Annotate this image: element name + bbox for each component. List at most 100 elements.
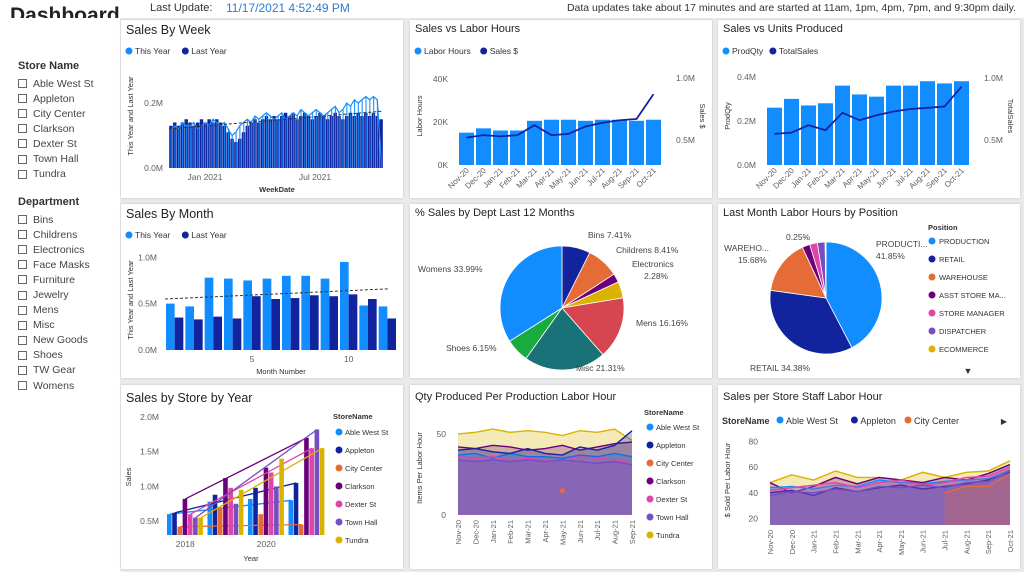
x-tick-label: Sep-21 — [628, 520, 637, 544]
this-year-bar — [258, 119, 260, 168]
this-year-bar — [331, 109, 333, 168]
legend-bar-label: ProdQty — [732, 46, 764, 56]
department-slicer-list: Bins Childrens Electronics Face Masks Furnit… — [18, 212, 90, 393]
department-slicer-item[interactable]: TW Gear — [18, 363, 90, 378]
store-legend-marker — [646, 477, 654, 485]
store-year-bar — [177, 526, 183, 535]
sales-per-staff-card[interactable]: Sales per Store Staff Labor Hour 20 40 60 8… — [718, 385, 1020, 569]
department-slicer-item[interactable]: Misc — [18, 318, 90, 333]
sales-by-week-title: Sales By Week — [126, 23, 211, 37]
this-year-bar — [304, 112, 306, 168]
bar — [459, 132, 474, 165]
checkbox-icon[interactable] — [18, 260, 27, 270]
checkbox-icon[interactable] — [18, 94, 27, 104]
checkbox-icon[interactable] — [18, 365, 27, 375]
this-year-bar — [185, 125, 187, 168]
store-legend-marker — [335, 536, 343, 544]
checkbox-icon[interactable] — [18, 169, 27, 179]
store-slicer-item[interactable]: Town Hall — [18, 151, 94, 166]
store-legend-marker — [646, 531, 654, 539]
y-right-axis-title: Sales $ — [698, 103, 707, 129]
sales-vs-units-card[interactable]: Sales vs Units Produced ProdQty TotalSale… — [718, 20, 1020, 198]
sales-vs-labor-card[interactable]: Sales vs Labor Hours Labor Hours Sales $0… — [410, 20, 712, 198]
store-year-bar — [253, 487, 258, 535]
department-slicer-item[interactable]: Womens — [18, 378, 90, 393]
warehouse-data-label: WAREHO... — [724, 243, 769, 253]
sales-vs-units-title: Sales vs Units Produced — [723, 23, 843, 35]
department-slicer-item[interactable]: Shoes — [18, 348, 90, 363]
sales-by-month-card[interactable]: Sales By Month This Year Last Year 0.0M 0.5… — [121, 204, 403, 378]
checkbox-icon[interactable] — [18, 320, 27, 330]
y-tick-label: 0.0M — [144, 163, 163, 173]
department-slicer-item[interactable]: Electronics — [18, 242, 90, 257]
department-slicer-item[interactable]: New Goods — [18, 333, 90, 348]
checkbox-icon[interactable] — [18, 305, 27, 315]
sales-by-week-chart: This Year Last Year 0.0M 0.2M This Year and … — [125, 46, 384, 194]
store-slicer-item[interactable]: Dexter St — [18, 136, 94, 151]
store-legend-marker — [335, 500, 343, 508]
qty-per-labor-title: Qty Produced Per Production Labor Hour — [415, 391, 617, 403]
checkbox-icon[interactable] — [18, 109, 27, 119]
store-legend-label: Tundra — [656, 531, 680, 540]
qty-per-labor-card[interactable]: Qty Produced Per Production Labor Hour 0… — [410, 385, 712, 569]
labor-by-position-card[interactable]: Last Month Labor Hours by Position PRODU… — [718, 204, 1020, 378]
department-slicer-item[interactable]: Bins — [18, 212, 90, 227]
checkbox-icon[interactable] — [18, 230, 27, 240]
store-slicer-item-label: Clarkson — [33, 122, 75, 135]
this-year-bar — [181, 122, 184, 168]
checkbox-icon[interactable] — [18, 245, 27, 255]
sales-by-week-card[interactable]: Sales By Week This Year Last Year 0.0M 0.2M… — [121, 20, 403, 198]
department-slicer-item-label: Womens — [33, 379, 75, 392]
y-tick-label: 1.0M — [140, 481, 159, 491]
this-year-bar — [204, 277, 214, 350]
store-slicer-item[interactable]: Appleton — [18, 91, 94, 106]
store-legend-marker — [904, 416, 912, 424]
department-slicer-item[interactable]: Childrens — [18, 227, 90, 242]
store-legend-label: Town Hall — [656, 513, 689, 522]
store-slicer-item[interactable]: Tundra — [18, 167, 94, 182]
this-year-bar — [334, 106, 336, 168]
department-slicer-item[interactable]: Furniture — [18, 272, 90, 287]
store-year-bar — [248, 498, 253, 535]
store-legend-marker — [335, 446, 343, 454]
pct-sales-dept-card[interactable]: % Sales by Dept Last 12 Months Womens 33… — [410, 204, 712, 378]
department-slicer-item-label: Bins — [33, 213, 54, 226]
x-tick-label: Jan-21 — [489, 520, 498, 543]
store-year-bar — [314, 429, 320, 535]
checkbox-icon[interactable] — [18, 275, 27, 285]
checkbox-icon[interactable] — [18, 139, 27, 149]
department-slicer-item[interactable]: Mens — [18, 303, 90, 318]
this-year-bar — [281, 112, 283, 168]
store-slicer-item[interactable]: Able West St — [18, 76, 94, 91]
this-year-bar — [346, 103, 348, 168]
checkbox-icon[interactable] — [18, 290, 27, 300]
production-data-label: PRODUCTI... — [876, 239, 927, 249]
store-slicer-item[interactable]: City Center — [18, 106, 94, 121]
checkbox-icon[interactable] — [18, 350, 27, 360]
checkbox-icon[interactable] — [18, 124, 27, 134]
pct-sales-dept-title: % Sales by Dept Last 12 Months — [415, 207, 575, 219]
department-slicer-item[interactable]: Jewelry — [18, 287, 90, 302]
header-bar — [0, 0, 1024, 18]
bar — [629, 120, 644, 165]
this-year-bar — [224, 122, 226, 168]
checkbox-icon[interactable] — [18, 79, 27, 89]
checkbox-icon[interactable] — [18, 335, 27, 345]
checkbox-icon[interactable] — [18, 381, 27, 391]
y-tick-label: 0.5M — [140, 516, 159, 526]
store-legend-marker — [646, 459, 654, 467]
store-slicer-item-label: City Center — [33, 107, 86, 120]
checkbox-icon[interactable] — [18, 154, 27, 164]
store-name-slicer-title: Store Name — [18, 60, 80, 72]
x-tick-label: Jan-21 — [810, 530, 819, 553]
production-pct-label: 41.85% — [876, 251, 905, 261]
x-tick-label: Apr-21 — [541, 520, 550, 543]
checkbox-icon[interactable] — [18, 215, 27, 225]
position-legend-marker — [928, 273, 936, 281]
last-year-bar — [194, 319, 203, 350]
this-year-legend-label: This Year — [135, 46, 171, 56]
store-slicer-item[interactable]: Clarkson — [18, 121, 94, 136]
department-slicer-item[interactable]: Face Masks — [18, 257, 90, 272]
position-legend-marker — [928, 237, 936, 245]
sales-by-store-year-card[interactable]: Sales by Store by Year 0.5M 1.0M 1.5M 2.0M S… — [121, 385, 403, 569]
